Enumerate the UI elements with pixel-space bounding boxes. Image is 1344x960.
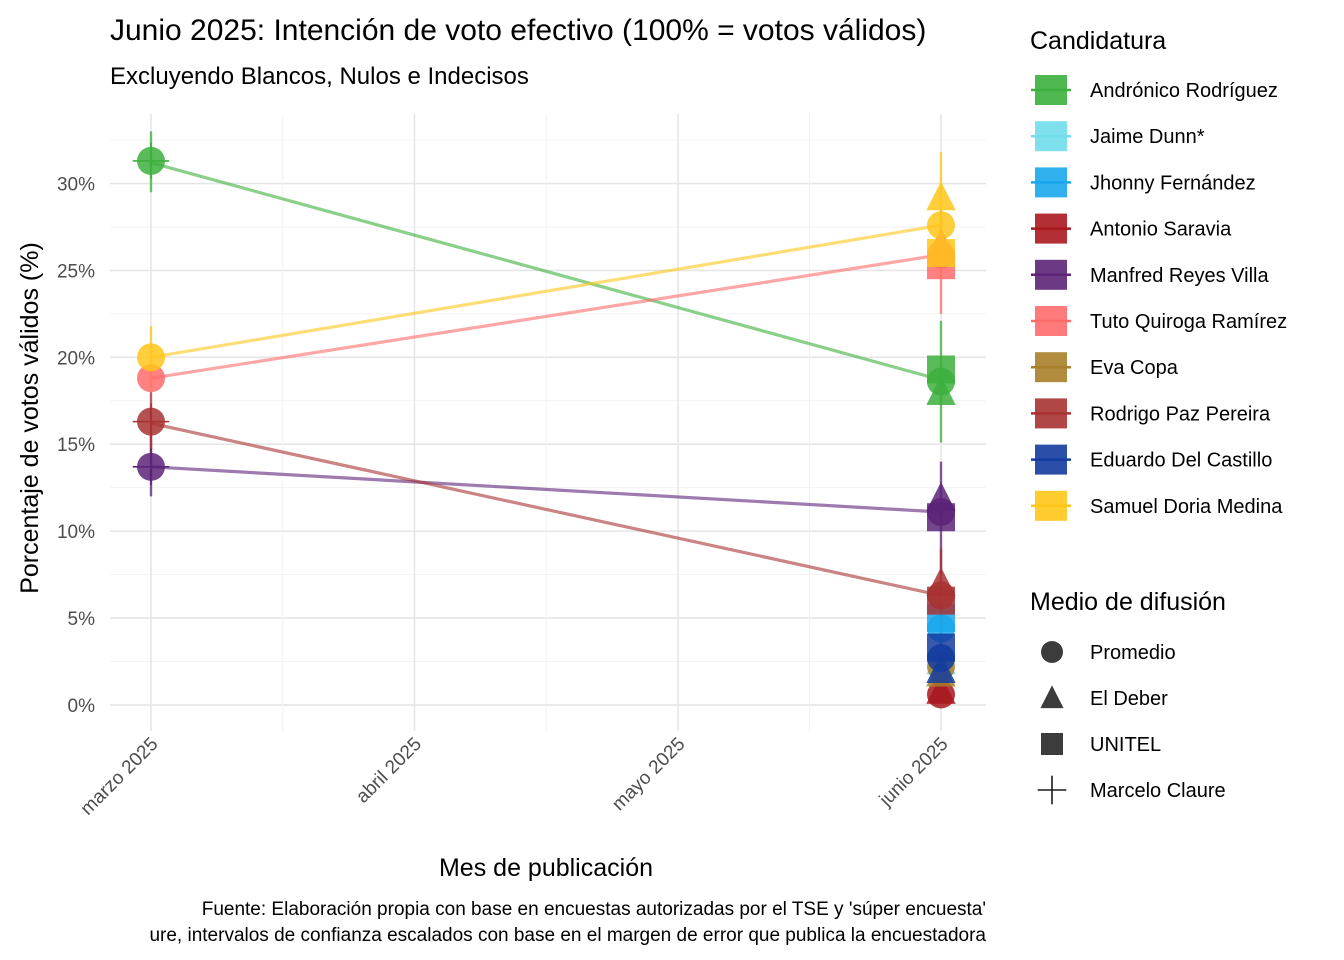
series-line — [150, 421, 942, 597]
data-point — [927, 581, 955, 610]
legend-label: Jhonny Fernández — [1090, 172, 1256, 194]
caption-line-2: ure, intervalos de confianza escalados c… — [149, 925, 986, 946]
data-point — [927, 644, 955, 673]
legend-label: El Deber — [1090, 688, 1168, 710]
grid — [110, 114, 986, 731]
x-tick-label: mayo 2025 — [608, 734, 689, 815]
legend-label: Andrónico Rodríguez — [1090, 80, 1278, 102]
x-tick-label: abril 2025 — [352, 734, 426, 808]
legend-medio-title: Medio de difusión — [1030, 588, 1226, 616]
legend-label: Antonio Saravia — [1090, 219, 1232, 241]
x-axis-ticks: marzo 2025 abril 2025 mayo 2025 junio 2025 — [77, 734, 953, 820]
legend-label: Eva Copa — [1090, 357, 1179, 379]
x-axis-title: Mes de publicación — [439, 854, 653, 882]
data-point — [132, 448, 170, 486]
series-line — [150, 223, 942, 359]
chart-subtitle: Excluyendo Blancos, Nulos e Indecisos — [110, 63, 529, 90]
series-line — [150, 161, 942, 382]
legend-label: Manfred Reyes Villa — [1090, 265, 1269, 287]
data-point — [132, 142, 170, 180]
legend-shape — [1040, 685, 1064, 709]
y-tick-label: 20% — [57, 348, 95, 369]
data-point — [927, 367, 955, 396]
caption-line-1: Fuente: Elaboración propia con base en e… — [202, 899, 986, 920]
data-point — [927, 498, 955, 527]
legend-label: Marcelo Claure — [1090, 780, 1226, 802]
legend-label: Eduardo Del Castillo — [1090, 450, 1272, 472]
y-tick-label: 5% — [68, 609, 96, 630]
legend-label: Rodrigo Paz Pereira — [1090, 403, 1271, 425]
trend-lines — [150, 161, 942, 597]
data-point — [132, 403, 170, 440]
series-line — [150, 253, 942, 380]
data-points — [132, 142, 956, 709]
x-tick-label: junio 2025 — [875, 734, 953, 812]
legend-label: UNITEL — [1090, 734, 1161, 756]
y-axis-title: Porcentaje de votos válidos (%) — [16, 242, 44, 594]
data-point — [137, 343, 165, 372]
legend-shape — [1037, 775, 1067, 805]
y-tick-label: 10% — [57, 522, 95, 543]
data-point — [927, 239, 955, 268]
legend-shape — [1041, 733, 1063, 755]
legend-candidatura-title: Candidatura — [1030, 27, 1166, 55]
legend-candidatura: Candidatura Andrónico Rodríguez Jaime Dun… — [1030, 27, 1287, 521]
data-point — [137, 364, 165, 393]
y-tick-label: 15% — [57, 435, 95, 456]
series-line — [150, 465, 942, 514]
data-point — [926, 181, 956, 211]
legend-label: Tuto Quiroga Ramírez — [1090, 311, 1287, 333]
legend-label: Samuel Doria Medina — [1090, 496, 1283, 518]
legend-shape — [1041, 641, 1063, 663]
y-tick-label: 25% — [57, 261, 95, 282]
y-tick-label: 0% — [68, 696, 96, 717]
data-point — [927, 211, 955, 240]
y-tick-label: 30% — [57, 175, 95, 196]
legend-label: Jaime Dunn* — [1090, 126, 1205, 148]
y-axis-ticks: 0% 5% 10% 15% 20% 25% 30% — [57, 175, 95, 717]
chart-title: Junio 2025: Intención de voto efectivo (… — [110, 14, 926, 47]
legend-medio: Medio de difusión Promedio El Deber UNITEL… — [1030, 588, 1226, 805]
x-tick-label: marzo 2025 — [77, 734, 163, 820]
data-point — [927, 680, 955, 709]
legend-label: Promedio — [1090, 642, 1176, 664]
